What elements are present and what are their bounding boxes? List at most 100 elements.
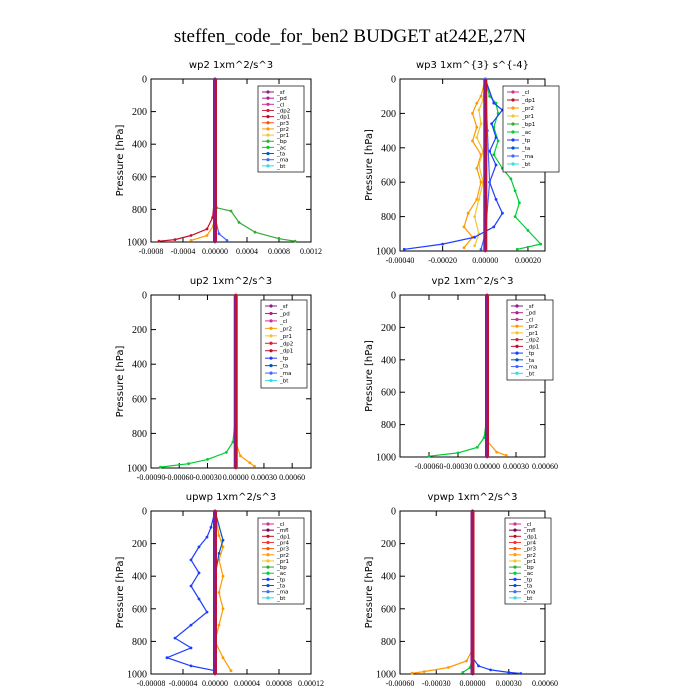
legend-entry: _bt (521, 162, 531, 168)
legend-entry: _pr1 (279, 334, 292, 340)
y-axis-label: Pressure [hPa] (364, 129, 375, 201)
data-point (492, 225, 496, 229)
legend-entry: _cl (525, 317, 534, 323)
legend-entry: _tp (523, 577, 533, 583)
legend-entry: _bt (525, 371, 535, 377)
legend-marker (269, 326, 273, 330)
data-point (518, 201, 521, 205)
y-tick-label: 400 (132, 572, 147, 583)
legend-marker (515, 344, 519, 348)
data-point (221, 574, 225, 578)
y-tick-label: 400 (132, 140, 147, 151)
y-tick-label: 200 (381, 539, 396, 550)
y-tick-label: 800 (132, 205, 147, 216)
data-point (475, 101, 479, 105)
data-point (507, 671, 511, 674)
legend-entry: _pr1 (521, 114, 534, 120)
series-line (412, 511, 474, 674)
data-point (492, 101, 496, 105)
legend-entry: _pr4 (276, 540, 290, 546)
y-tick-label: 0 (142, 291, 147, 302)
data-point (515, 247, 519, 251)
legend-entry: _dp1 (521, 98, 535, 104)
legend-entry: _dp2 (279, 341, 293, 347)
legend-marker (511, 106, 515, 110)
data-point (209, 525, 213, 529)
data-point (441, 242, 444, 246)
data-point (504, 454, 508, 457)
legend-marker (266, 90, 270, 94)
legend-entry: _bt (276, 596, 286, 602)
data-point (475, 125, 479, 129)
legend-entry: _pr2 (279, 326, 292, 332)
y-tick-label: 800 (381, 420, 396, 431)
legend-marker (513, 577, 517, 581)
plot-frame (150, 78, 312, 243)
legend-entry: _dp1 (279, 349, 293, 355)
legend-entry: _tp (525, 351, 535, 357)
data-point (462, 225, 466, 229)
legend-marker (513, 590, 517, 594)
legend-marker (515, 371, 519, 375)
legend-entry: _cl (523, 522, 532, 528)
legend-entry: _bp (523, 565, 534, 571)
legend-entry: _pr1 (523, 559, 536, 565)
data-point (224, 451, 228, 454)
y-tick-label: 400 (381, 143, 396, 154)
x-tick-label: 0.0008 (268, 247, 290, 256)
data-point (217, 591, 221, 594)
plot-frame (150, 510, 312, 675)
y-tick-label: 600 (132, 604, 147, 615)
data-point (410, 671, 414, 675)
legend: _sf_pd _cl_pr2 _pr1_dp2 _dp1_tp _ta_ma _bt (260, 299, 308, 389)
legend-marker (266, 522, 270, 526)
legend-marker (269, 334, 273, 338)
data-point (206, 458, 209, 461)
legend-marker (513, 571, 517, 575)
data-point (501, 211, 504, 215)
data-point (488, 94, 491, 98)
series-pr2 (462, 77, 487, 250)
chart-panel-5: upwp 1xm^2/s^3 Pressure [hPa] 0 200 400 600 80… (115, 492, 324, 688)
legend-marker (266, 583, 270, 588)
data-point (189, 234, 193, 237)
legend-entry: _ma (279, 371, 291, 377)
series-line (404, 78, 504, 250)
data-point (471, 139, 474, 143)
legend-marker (515, 364, 519, 369)
legend-entry: _cl (276, 102, 285, 108)
legend-entry: _ac (276, 145, 286, 151)
data-point (495, 450, 499, 454)
legend-marker (266, 577, 270, 581)
y-axis-label: Pressure [hPa] (364, 340, 375, 412)
legend-entry: _ma (523, 590, 535, 596)
legend-entry: _ma (276, 590, 288, 596)
figure-title: steffen_code_for_ben2 BUDGET at242E,27N (174, 26, 527, 47)
series-line (190, 79, 216, 241)
legend-marker (266, 534, 270, 538)
y-tick-label: 600 (132, 172, 147, 183)
series-line (214, 510, 232, 672)
y-tick-label: 800 (381, 212, 396, 223)
chart-title: wp2 1xm^2/s^3 (189, 60, 273, 71)
data-point (477, 664, 480, 668)
legend-entry: _cl (276, 522, 285, 528)
x-tick-label: -0.0008 (139, 247, 164, 256)
series-line (235, 295, 255, 467)
legend-entry: _ma (276, 158, 288, 164)
series-pr2 (410, 509, 474, 675)
legend-entry: _dp1 (276, 115, 290, 121)
legend-marker (513, 596, 517, 600)
data-point (494, 198, 498, 201)
x-tick-label: -0.00060 (415, 462, 444, 471)
y-tick-label: 200 (381, 323, 396, 334)
data-point (473, 235, 476, 239)
legend-entry: _cl (279, 319, 288, 325)
x-tick-label: 0.0012 (300, 247, 322, 256)
y-tick-label: 600 (381, 604, 396, 615)
x-tick-label: -0.0004 (171, 247, 196, 256)
data-point (248, 461, 252, 465)
data-point (509, 177, 513, 181)
legend-marker (269, 371, 273, 375)
legend-entry: _ta (279, 364, 288, 370)
